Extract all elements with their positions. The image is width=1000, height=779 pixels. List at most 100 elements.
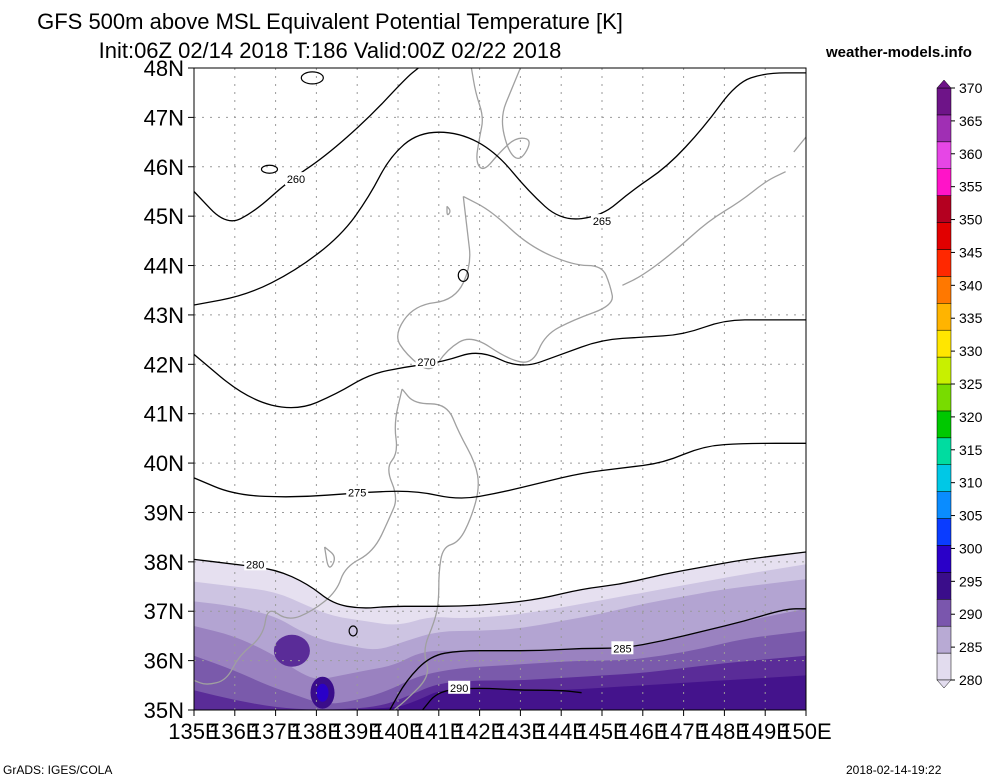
contour-label-270: 270 xyxy=(417,357,435,369)
colorbar-label: 335 xyxy=(959,310,983,326)
colorbar-label: 340 xyxy=(959,277,983,293)
colorbar-label: 290 xyxy=(959,606,983,622)
colorbar-segment xyxy=(936,276,952,304)
colorbar-label: 305 xyxy=(959,508,983,524)
contour-label-275: 275 xyxy=(348,488,366,500)
colorbar-segment xyxy=(936,356,952,385)
y-tick-label: 44N xyxy=(144,254,184,279)
chart-title: GFS 500m above MSL Equivalent Potential … xyxy=(37,9,623,34)
closed-contour-north xyxy=(300,71,324,85)
contour-label-280: 280 xyxy=(246,559,264,571)
shade-band-290 xyxy=(194,675,806,710)
colorbar-label: 295 xyxy=(959,573,983,589)
colorbar-label: 280 xyxy=(959,672,983,688)
contour-280 xyxy=(194,551,806,609)
contour-label-265: 265 xyxy=(593,216,611,228)
colorbar-label: 365 xyxy=(959,113,983,129)
colorbar-label: 350 xyxy=(959,212,983,228)
warm-core-center xyxy=(316,683,329,702)
contour-label-bg xyxy=(611,641,634,655)
contour-275 xyxy=(194,442,806,499)
generation-timestamp: 2018-02-14-19:22 xyxy=(846,763,942,777)
plot-frame xyxy=(193,67,807,711)
colorbar-label: 355 xyxy=(959,179,983,195)
coastline-segment xyxy=(622,171,786,286)
x-tick-label: 140E xyxy=(372,719,423,744)
colorbar-segment xyxy=(936,195,952,223)
grid-lines xyxy=(194,68,806,710)
colorbar: 280 285 290 295 300 305 310 315 320 325 330 335 340 3… xyxy=(936,79,983,689)
colorbar-label: 315 xyxy=(959,442,983,458)
closed-contour-island xyxy=(348,625,358,637)
coastline-segment xyxy=(323,546,335,568)
contour-270 xyxy=(194,319,806,409)
colorbar-label: 320 xyxy=(959,409,983,425)
colorbar-segment xyxy=(936,249,952,277)
contour-label-bg xyxy=(244,557,267,571)
closed-contour-small xyxy=(260,164,279,174)
coastline-segment xyxy=(397,195,613,370)
colorbar-segment xyxy=(936,625,952,654)
closed-contour-hokkaido xyxy=(457,268,469,283)
contour-265 xyxy=(194,72,806,306)
x-tick-label: 138E xyxy=(291,719,342,744)
colorbar-label: 370 xyxy=(959,80,983,96)
x-tick-label: 145E xyxy=(576,719,627,744)
y-tick-label: 36N xyxy=(144,649,184,674)
x-tick-label: 148E xyxy=(699,719,750,744)
contour-label-285: 285 xyxy=(613,643,631,655)
colorbar-segment xyxy=(936,545,952,573)
colorbar-max-arrow xyxy=(936,79,952,89)
y-tick-label: 45N xyxy=(144,204,184,229)
shaded-field xyxy=(194,552,806,710)
x-tick-label: 135E xyxy=(168,719,219,744)
contour-label-bg xyxy=(285,172,307,186)
x-tick-label: 139E xyxy=(332,719,383,744)
x-tick-label: 136E xyxy=(209,719,260,744)
contour-label-290: 290 xyxy=(450,683,468,695)
contour-label-260: 260 xyxy=(287,174,305,186)
y-tick-label: 38N xyxy=(144,550,184,575)
contour-260 xyxy=(194,68,419,222)
colorbar-label: 300 xyxy=(959,540,983,556)
coastline-segment xyxy=(446,205,451,216)
y-tick-label: 37N xyxy=(144,599,184,624)
x-tick-label: 142E xyxy=(454,719,505,744)
x-tick-label: 146E xyxy=(617,719,668,744)
coastline xyxy=(194,68,806,710)
colorbar-segment xyxy=(936,599,952,627)
colorbar-segment xyxy=(936,141,952,169)
colorbar-segment xyxy=(936,383,952,412)
colorbar-segment xyxy=(936,652,952,681)
contour-label-bg xyxy=(415,354,438,368)
x-tick-label: 137E xyxy=(250,719,301,744)
colorbar-segment xyxy=(936,437,952,465)
software-credit: GrADS: IGES/COLA xyxy=(3,763,113,777)
coastline-segment xyxy=(470,68,530,170)
contour-label-bg xyxy=(448,680,471,694)
colorbar-segment xyxy=(936,491,952,519)
y-tick-label: 35N xyxy=(144,698,184,723)
x-axis-ticks: 135E136E137E138E139E140E141E142E143E144E… xyxy=(168,710,832,744)
colorbar-segment xyxy=(936,168,952,196)
colorbar-label: 330 xyxy=(959,343,983,359)
coastline-segment xyxy=(393,388,479,710)
colorbar-label: 285 xyxy=(959,639,983,655)
colorbar-segment xyxy=(936,572,952,600)
colorbar-label: 325 xyxy=(959,376,983,392)
y-tick-label: 40N xyxy=(144,451,184,476)
y-tick-label: 41N xyxy=(144,402,184,427)
coastline-segment xyxy=(194,388,403,685)
colorbar-segment xyxy=(936,87,952,116)
contour-lines: 260 265 270 275 280 285 290 xyxy=(194,68,806,710)
contour-285 xyxy=(389,608,806,710)
colorbar-segment xyxy=(936,518,952,546)
warm-core-west xyxy=(273,634,310,667)
colorbar-label: 310 xyxy=(959,475,983,491)
y-tick-label: 48N xyxy=(144,56,184,81)
colorbar-label: 360 xyxy=(959,146,983,162)
x-tick-label: 141E xyxy=(413,719,464,744)
x-tick-label: 143E xyxy=(495,719,546,744)
colorbar-segment xyxy=(936,410,952,439)
x-tick-label: 144E xyxy=(536,719,587,744)
